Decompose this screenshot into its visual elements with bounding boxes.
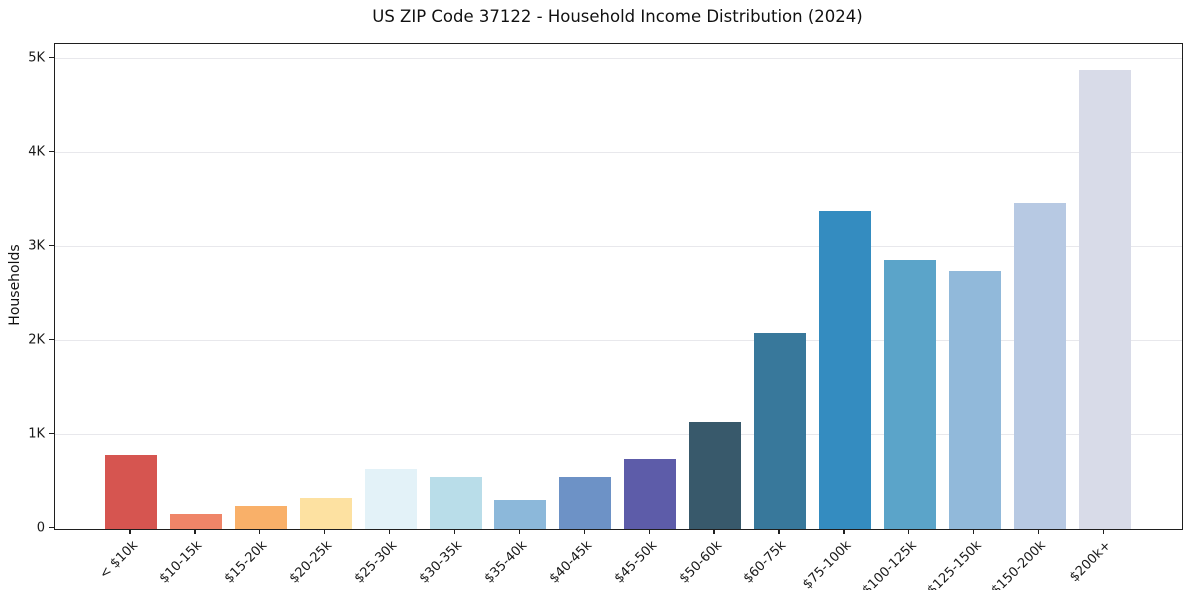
y-tick-mark-5K <box>49 56 54 59</box>
x-tick-mark-$10-15k <box>194 528 196 534</box>
x-tick-label-$25-30k: $25-30k <box>351 537 401 586</box>
x-tick-mark-$45-50k <box>648 528 650 534</box>
bar-$15-20k <box>234 506 287 529</box>
x-tick-mark-$125-150k <box>973 528 975 534</box>
bar-$125-150k <box>948 270 1001 529</box>
y-tick-mark-1K <box>49 432 54 435</box>
y-tick-label-1K: 1K <box>28 426 45 441</box>
x-tick-label-$15-20k: $15-20k <box>221 537 271 586</box>
x-tick-label-$20-25k: $20-25k <box>286 537 336 586</box>
x-tick-label-$30-35k: $30-35k <box>416 537 466 586</box>
bar-$75-100k <box>818 211 871 529</box>
bar-$30-35k <box>429 477 482 529</box>
y-tick-mark-3K <box>49 244 54 247</box>
y-tick-mark-2K <box>49 338 54 341</box>
bar-$25-30k <box>364 468 417 529</box>
x-tick-mark-$20-25k <box>324 528 326 534</box>
y-tick-label-4K: 4K <box>28 144 45 160</box>
bar-$200k+ <box>1078 69 1131 529</box>
x-tick-mark-$75-100k <box>843 528 845 534</box>
y-tick-label-0: 0 <box>36 520 45 535</box>
y-tick-label-3K: 3K <box>28 238 45 254</box>
x-tick-mark-$200k+ <box>1102 528 1105 534</box>
bar-$20-25k <box>299 497 352 529</box>
chart-title: US ZIP Code 37122 - Household Income Dis… <box>372 7 863 26</box>
x-tick-mark-$15-20k <box>259 528 261 534</box>
x-tick-label-$125-150k: $125-150k <box>924 537 985 590</box>
bar-$40-45k <box>559 476 612 529</box>
x-tick-label-$35-40k: $35-40k <box>481 537 531 586</box>
x-tick-label-$150-200k: $150-200k <box>989 537 1050 590</box>
bar-$60-75k <box>754 333 806 529</box>
bar-$50-60k <box>689 422 742 529</box>
x-tick-mark-$60-75k <box>778 528 780 534</box>
x-tick-label-$40-45k: $40-45k <box>546 537 595 586</box>
gridline-5K <box>55 58 1182 60</box>
gridline-4K <box>55 152 1182 154</box>
gridline-3K <box>55 246 1182 248</box>
y-tick-mark-0 <box>49 526 54 529</box>
x-tick-label-$200k+: $200k+ <box>1067 537 1115 585</box>
plot-area <box>54 43 1183 530</box>
bar-$10-15k <box>169 513 222 529</box>
bar-$35-40k <box>494 500 547 529</box>
x-tick-label-$75-100k: $75-100k <box>800 537 855 590</box>
x-tick-mark-$30-35k <box>453 528 456 534</box>
x-tick-mark-$50-60k <box>713 528 715 534</box>
x-tick-mark-< $10k <box>129 528 131 534</box>
bar-$150-200k <box>1013 203 1066 529</box>
x-tick-mark-$40-45k <box>583 528 585 534</box>
x-tick-label-< $10k: < $10k <box>96 537 141 582</box>
x-tick-mark-$35-40k <box>518 528 521 534</box>
y-tick-mark-4K <box>49 150 54 153</box>
gridline-2K <box>55 340 1182 342</box>
x-tick-label-$45-50k: $45-50k <box>611 537 660 586</box>
y-tick-label-2K: 2K <box>28 332 45 348</box>
x-tick-label-$50-60k: $50-60k <box>676 537 725 586</box>
x-tick-label-$10-15k: $10-15k <box>157 537 206 586</box>
bar-< $10k <box>105 455 157 529</box>
x-tick-mark-$150-200k <box>1037 528 1040 534</box>
y-tick-label-5K: 5K <box>28 50 45 66</box>
x-tick-mark-$100-125k <box>908 528 910 534</box>
gridline-1K <box>55 434 1182 436</box>
bar-$100-125k <box>883 260 936 529</box>
x-tick-label-$100-125k: $100-125k <box>859 537 920 590</box>
y-axis-label: Households <box>7 244 23 326</box>
x-tick-mark-$25-30k <box>388 528 391 534</box>
x-tick-label-$60-75k: $60-75k <box>741 537 790 586</box>
bar-$45-50k <box>624 459 677 529</box>
